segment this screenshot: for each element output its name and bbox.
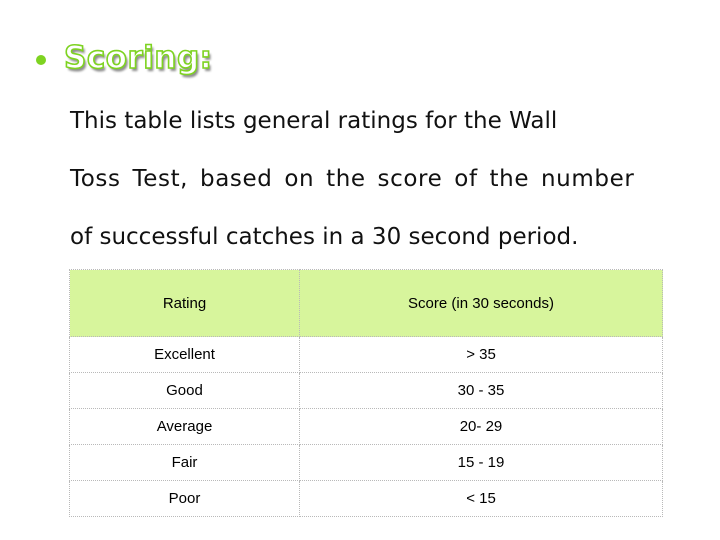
rating-cell: Excellent xyxy=(69,336,300,373)
score-cell: < 15 xyxy=(299,480,663,517)
rating-cell: Fair xyxy=(69,444,300,481)
bullet-icon xyxy=(36,55,46,65)
section-heading: Scoring: xyxy=(36,30,213,86)
heading-title: Scoring: xyxy=(63,39,213,77)
rating-cell: Average xyxy=(69,408,300,445)
table-row: Excellent > 35 xyxy=(69,336,663,373)
ratings-table: Rating Score (in 30 seconds) Excellent >… xyxy=(69,269,663,517)
table-row: Poor < 15 xyxy=(69,480,663,517)
score-cell: 15 - 19 xyxy=(299,444,663,481)
intro-line-2: Toss Test, based on the score of the num… xyxy=(70,166,635,192)
table-header-row: Rating Score (in 30 seconds) xyxy=(69,269,663,337)
header-rating: Rating xyxy=(69,269,300,337)
score-cell: > 35 xyxy=(299,336,663,373)
rating-cell: Good xyxy=(69,372,300,409)
intro-line-3: of successful catches in a 30 second per… xyxy=(70,224,579,250)
header-score: Score (in 30 seconds) xyxy=(299,269,663,337)
score-cell: 30 - 35 xyxy=(299,372,663,409)
score-cell: 20- 29 xyxy=(299,408,663,445)
table-row: Average 20- 29 xyxy=(69,408,663,445)
rating-cell: Poor xyxy=(69,480,300,517)
table-row: Fair 15 - 19 xyxy=(69,444,663,481)
intro-line-1: This table lists general ratings for the… xyxy=(70,108,558,134)
table-row: Good 30 - 35 xyxy=(69,372,663,409)
